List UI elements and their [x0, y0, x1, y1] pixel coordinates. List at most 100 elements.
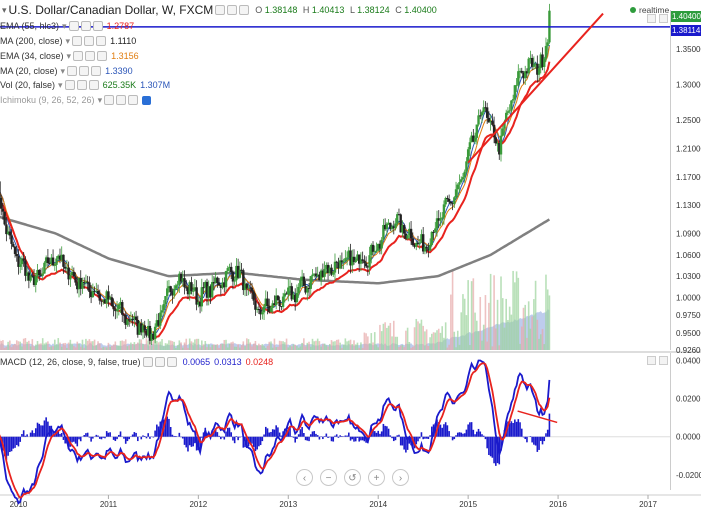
macd-close-icon[interactable]: [166, 357, 177, 367]
hide-icon[interactable]: [85, 51, 96, 61]
macd-hide-icon[interactable]: [154, 357, 165, 367]
candle-body: [259, 309, 262, 315]
indicator-row[interactable]: EMA (55, hlc3) ▾ 1.2787: [0, 19, 134, 33]
macd-hist-bar: [406, 436, 409, 450]
indicator-menu-icon[interactable]: ▾: [66, 50, 72, 61]
close-icon[interactable]: [97, 51, 108, 61]
candle-body: [76, 282, 79, 290]
macd-hist-bar: [249, 436, 252, 444]
indicator-row[interactable]: MA (200, close) ▾ 1.1110: [0, 34, 136, 48]
settings-icon[interactable]: [73, 51, 84, 61]
candle-body: [520, 70, 523, 73]
macd-hist-bar: [228, 427, 231, 437]
settings-icon[interactable]: [104, 95, 115, 105]
candle-body: [119, 302, 122, 305]
candle-body: [115, 309, 119, 312]
volume-bar: [392, 320, 395, 350]
candle-body: [181, 278, 184, 282]
volume-bar: [289, 345, 291, 350]
candle-body: [25, 272, 29, 276]
hide-icon[interactable]: [80, 21, 91, 31]
macd-maximize-icon[interactable]: [647, 356, 656, 365]
macd-hist-bar: [270, 431, 272, 437]
candle-body: [383, 224, 387, 230]
nav-forward-button[interactable]: ›: [392, 469, 409, 486]
collapse-pane-icon[interactable]: [659, 14, 668, 23]
hide-icon[interactable]: [76, 80, 87, 90]
candle-body: [167, 286, 171, 289]
volume-bar: [159, 341, 162, 350]
macd-hist-bar: [424, 436, 426, 439]
macd-hist-bar: [251, 436, 253, 444]
close-icon[interactable]: [91, 66, 102, 76]
candle-body: [136, 319, 140, 335]
indicator-menu-icon[interactable]: ▾: [58, 79, 63, 90]
volume-bar: [531, 316, 533, 350]
close-icon[interactable]: [88, 80, 99, 90]
volume-bar: [268, 341, 271, 350]
macd-hist-bar: [119, 431, 122, 437]
nav-back-button[interactable]: ‹: [296, 469, 313, 486]
zoom-in-button[interactable]: +: [368, 469, 385, 486]
indicator-menu-icon[interactable]: ▾: [65, 35, 71, 46]
volume-bar: [399, 345, 402, 350]
close-icon[interactable]: [96, 36, 107, 46]
volume-bar: [226, 347, 229, 350]
macd-settings-icon[interactable]: [142, 357, 153, 367]
settings-icon[interactable]: [67, 66, 78, 76]
macd-hist-bar: [529, 436, 532, 437]
macd-hist-bar: [534, 436, 537, 446]
volume-bar: [29, 346, 32, 350]
macd-collapse-icon[interactable]: [659, 356, 668, 365]
collapse-arrow-icon[interactable]: ▾: [2, 4, 7, 15]
candle-body: [413, 245, 416, 247]
candle-body: [245, 283, 248, 289]
price-tick-label: 1.30000: [676, 81, 701, 90]
volume-bar: [379, 324, 381, 350]
volume-bar: [517, 277, 520, 350]
close-icon[interactable]: [92, 21, 103, 31]
settings-icon[interactable]: [64, 80, 75, 90]
settings-icon[interactable]: [215, 5, 226, 15]
indicator-row[interactable]: MA (20, close) ▾ 1.3390: [0, 64, 133, 78]
indicator-menu-icon[interactable]: ▾: [60, 65, 66, 76]
close-icon[interactable]: [239, 5, 250, 15]
candle-body: [243, 283, 247, 291]
settings-icon[interactable]: [72, 36, 83, 46]
candle-body: [122, 314, 126, 316]
eye-icon[interactable]: [142, 95, 152, 105]
candle-body: [378, 243, 382, 249]
candle-body: [216, 277, 219, 284]
settings-icon[interactable]: [68, 21, 79, 31]
candle-body: [498, 143, 501, 155]
volume-bar: [505, 298, 507, 350]
volume-bar: [465, 315, 468, 350]
candle-body: [204, 281, 207, 288]
indicator-row[interactable]: EMA (34, close) ▾ 1.3156: [0, 49, 139, 63]
close-icon[interactable]: [128, 95, 139, 105]
indicator-menu-icon[interactable]: ▾: [62, 20, 67, 31]
macd-hist-bar: [360, 436, 362, 441]
hide-icon[interactable]: [227, 5, 238, 15]
candle-body: [352, 256, 356, 263]
candle-body: [401, 225, 404, 233]
candle-body: [482, 107, 485, 113]
macd-hist-bar: [142, 435, 144, 437]
maximize-pane-icon[interactable]: [647, 14, 656, 23]
hide-icon[interactable]: [79, 66, 90, 76]
hide-icon[interactable]: [116, 95, 127, 105]
indicator-row[interactable]: Ichimoku (9, 26, 52, 26) ▾: [0, 93, 152, 107]
hide-icon[interactable]: [84, 36, 95, 46]
reset-button[interactable]: ↺: [344, 469, 361, 486]
candle-body: [319, 270, 323, 281]
indicator-menu-icon[interactable]: ▾: [97, 94, 103, 105]
zoom-out-button[interactable]: −: [320, 469, 337, 486]
candle-body: [20, 258, 24, 265]
indicator-row[interactable]: Vol (20, false) ▾ 625.35K 1.307M: [0, 78, 170, 92]
volume-bar: [59, 342, 61, 350]
macd-hist-bar: [164, 417, 167, 437]
macd-hist-bar: [157, 426, 160, 437]
candle-body: [492, 124, 496, 138]
macd-hist-bar: [173, 435, 175, 437]
